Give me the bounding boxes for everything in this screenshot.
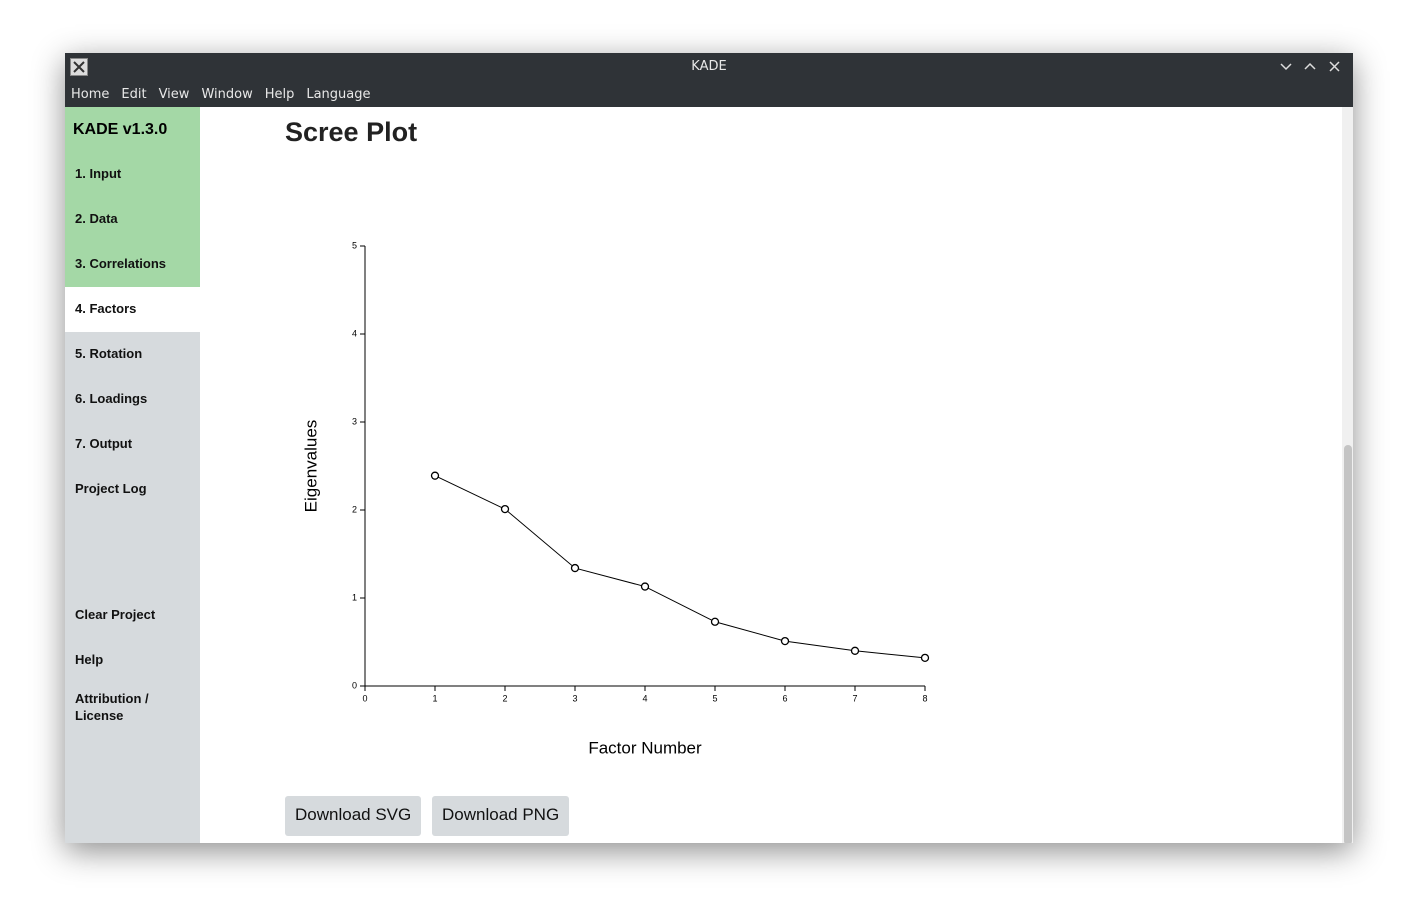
x-tick-label: 3 — [572, 693, 577, 703]
point — [570, 563, 580, 573]
point — [640, 582, 650, 591]
menu-bar: Home Edit View Window Help Language — [65, 81, 1353, 107]
nav-item[interactable]: Help — [75, 652, 104, 667]
app-window: KADE Home Edit View Window Help Language KADE… — [65, 53, 1353, 843]
point — [430, 471, 440, 480]
y-axis-label: Eigenvalues — [301, 420, 320, 513]
x-tick-label: 6 — [782, 693, 787, 703]
nav-item[interactable]: 7. Output — [75, 436, 133, 451]
y-tick-label: 4 — [352, 328, 357, 338]
nav-item[interactable]: 4. Factors — [65, 287, 200, 332]
page-heading: Scree Plot — [285, 117, 418, 147]
y-tick-label: 1 — [352, 592, 357, 602]
y-tick-label: 5 — [352, 240, 357, 250]
x-axis-label: Factor Number — [588, 738, 702, 757]
scroll-thumb[interactable] — [1344, 445, 1352, 843]
menu-item[interactable]: Window — [201, 86, 253, 102]
nav-item[interactable]: Clear Project — [75, 607, 156, 622]
nav-item[interactable]: Project Log — [75, 481, 147, 496]
y-tick-label: 2 — [352, 504, 357, 514]
x-tick-label: 2 — [502, 693, 507, 703]
scrollbar[interactable] — [1342, 107, 1353, 843]
download-svg-button[interactable]: Download SVG — [285, 796, 422, 836]
menu-item[interactable]: Home — [71, 86, 110, 102]
scree-chart: Factor Number Eigenvalues 0 1 2 3 4 5 6 7 8 0 1 2 3 4… — [301, 240, 930, 757]
y-tick-label: 0 — [352, 680, 357, 690]
nav-item[interactable]: Attribution / License — [75, 691, 149, 723]
point — [780, 636, 790, 646]
brand: KADE v1.3.0 — [65, 107, 200, 152]
x-tick-label: 4 — [642, 693, 647, 703]
menu-item[interactable]: Help — [264, 86, 295, 102]
title-bar: KADE — [65, 53, 1353, 81]
nav-item[interactable]: 2. Data — [65, 197, 200, 242]
x-tick-label: 1 — [432, 693, 437, 703]
point — [850, 646, 860, 655]
download-png-button[interactable]: Download PNG — [432, 796, 570, 836]
x-tick-label: 5 — [712, 693, 717, 703]
point — [710, 617, 720, 626]
x-tick-label: 7 — [852, 693, 857, 703]
line — [434, 475, 926, 659]
menu-item[interactable]: Edit — [121, 86, 147, 102]
app-icon — [70, 58, 88, 76]
nav-item[interactable]: 3. Correlations — [65, 242, 200, 287]
menu-item[interactable]: View — [158, 86, 190, 102]
sidebar: KADE v1.3.0 1. Input 2. Data 3. Correlatio… — [65, 107, 200, 843]
x-tick-label: 8 — [922, 693, 927, 703]
point — [920, 653, 930, 662]
x-tick-label: 0 — [362, 693, 367, 703]
point — [500, 504, 510, 514]
y-tick-label: 3 — [352, 416, 357, 426]
nav-item[interactable]: 6. Loadings — [75, 391, 148, 406]
window-title: KADE — [691, 59, 727, 74]
window-controls[interactable] — [1279, 60, 1347, 74]
nav-item[interactable]: 1. Input — [65, 152, 200, 197]
nav-item[interactable]: 5. Rotation — [75, 346, 143, 361]
menu-item[interactable]: Language — [306, 86, 371, 102]
